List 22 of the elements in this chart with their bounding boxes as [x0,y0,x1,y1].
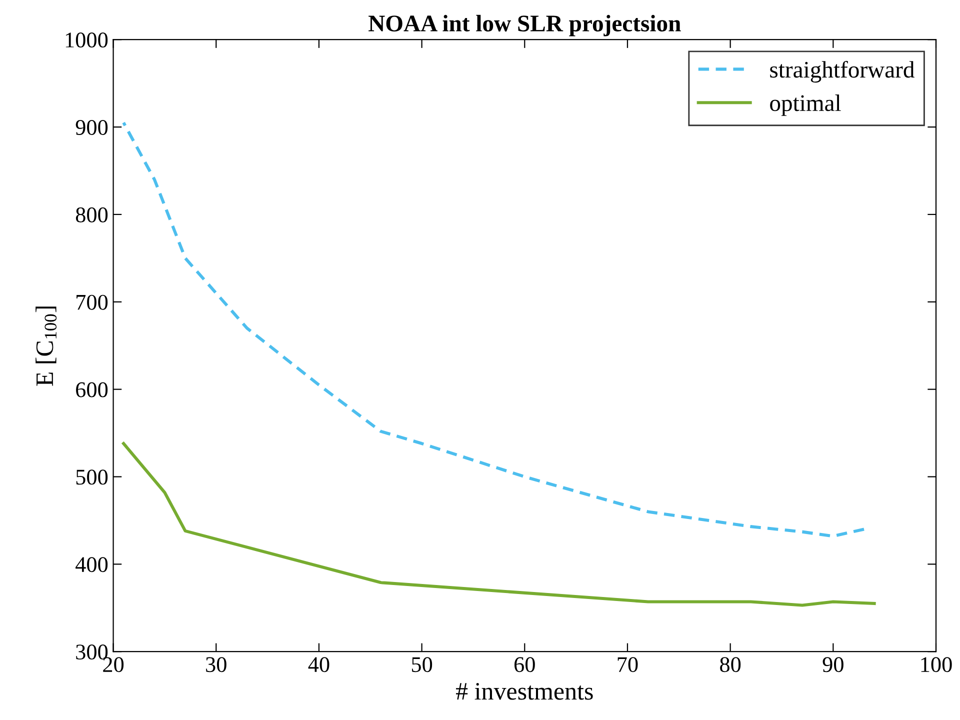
y-tick-label: 400 [76,557,108,572]
y-tick-label: 1000 [66,32,108,48]
x-tick-label: 40 [308,657,330,672]
y-tick-label: 300 [76,644,108,660]
x-tick-label: 90 [822,657,844,672]
y-tick-label: 700 [76,294,108,310]
x-tick-label: 60 [514,657,535,672]
x-tick-label: 50 [412,657,432,672]
x-tick-label: 100 [921,657,952,672]
x-tick-label: 70 [618,657,638,672]
legend-label: optimal [770,94,841,116]
y-tick-label: 500 [76,470,108,485]
x-axis-title: # investments [456,682,593,700]
y-axis-title: E [C$_{100}$] [36,306,57,386]
y-tick-label: 900 [76,120,108,135]
chart-title: NOAA int low SLR projectsion [368,14,681,36]
legend-label: straightforward [770,60,914,83]
x-tick-label: 80 [720,657,741,672]
x-tick-label: 30 [206,657,226,672]
y-tick-label: 600 [76,382,108,398]
x-tick-label: 20 [103,657,124,672]
y-tick-label: 800 [76,207,108,222]
